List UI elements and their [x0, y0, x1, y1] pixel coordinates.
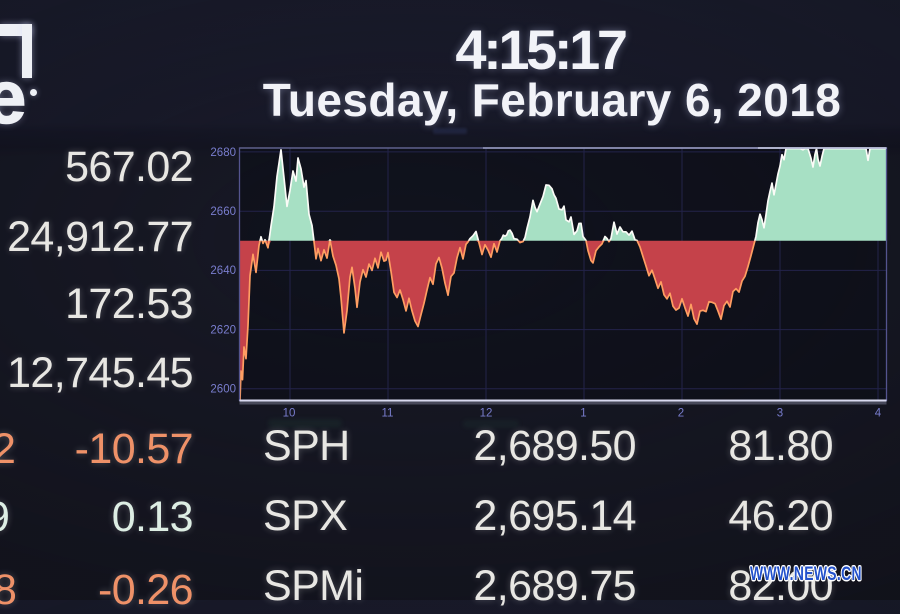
- svg-text:10: 10: [283, 408, 296, 420]
- svg-text:3: 3: [777, 408, 783, 420]
- svg-text:12: 12: [480, 408, 493, 420]
- svg-text:1: 1: [580, 408, 586, 420]
- svg-text:2: 2: [678, 408, 684, 420]
- svg-text:2600: 2600: [210, 384, 236, 396]
- svg-text:2620: 2620: [210, 324, 236, 336]
- svg-text:4: 4: [875, 408, 882, 420]
- svg-text:2640: 2640: [210, 265, 236, 277]
- svg-text:11: 11: [382, 408, 394, 420]
- svg-text:2680: 2680: [210, 147, 236, 159]
- svg-text:2660: 2660: [210, 206, 236, 218]
